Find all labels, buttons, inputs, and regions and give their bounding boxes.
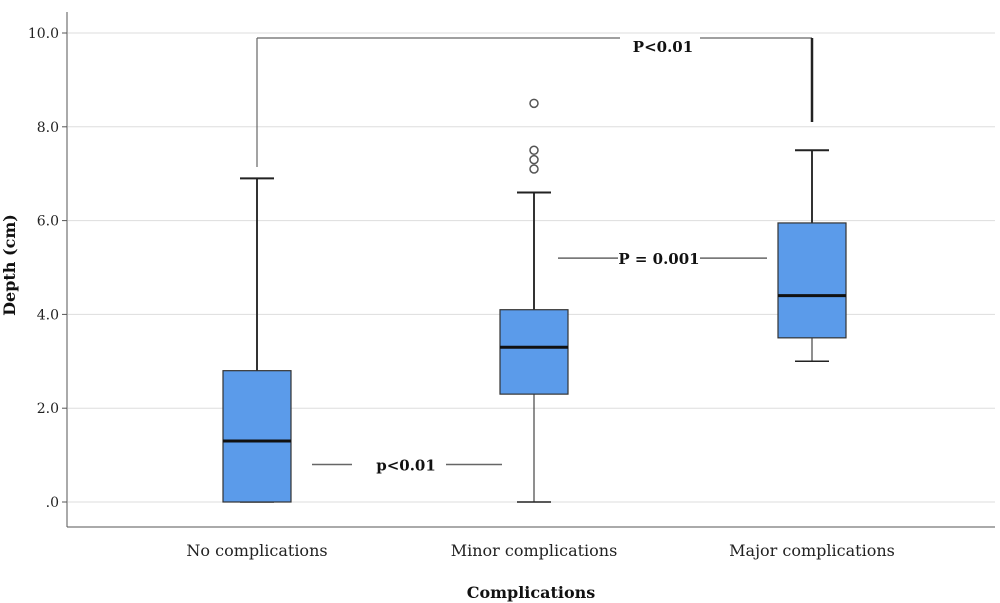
box-group	[777, 149, 847, 363]
y-tick-label: 2.0	[37, 401, 59, 417]
outlier-point	[529, 164, 539, 174]
y-tick-label: 8.0	[37, 120, 59, 136]
boxes	[222, 98, 847, 503]
annotation-label: P<0.01	[633, 38, 693, 56]
outlier-point	[529, 98, 539, 109]
y-axis-ticks: .0 2.0 4.0 6.0 8.0 10.0	[28, 26, 67, 511]
significance-annotations: p<0.01 P = 0.001 P<0.01	[256, 37, 814, 474]
x-category-label: Minor complications	[451, 541, 618, 560]
box-group	[222, 177, 292, 503]
annotation-label: p<0.01	[376, 456, 436, 474]
y-tick-label: .0	[46, 495, 59, 511]
y-tick-label: 4.0	[37, 307, 59, 323]
box-group	[499, 98, 569, 503]
outlier-point	[529, 154, 539, 165]
y-tick-label: 10.0	[28, 26, 59, 42]
iqr-box	[222, 370, 292, 503]
y-axis-title: Depth (cm)	[0, 214, 19, 316]
x-axis-title: Complications	[467, 583, 596, 602]
iqr-box	[777, 222, 847, 339]
x-category-label: No complications	[186, 541, 327, 560]
x-category-label: Major complications	[729, 541, 895, 560]
outlier-point	[529, 145, 539, 155]
annotation-label: P = 0.001	[618, 250, 699, 268]
x-axis-category-labels: No complications Minor complications Major…	[186, 541, 894, 560]
iqr-box	[499, 309, 569, 395]
y-tick-label: 6.0	[37, 214, 59, 230]
